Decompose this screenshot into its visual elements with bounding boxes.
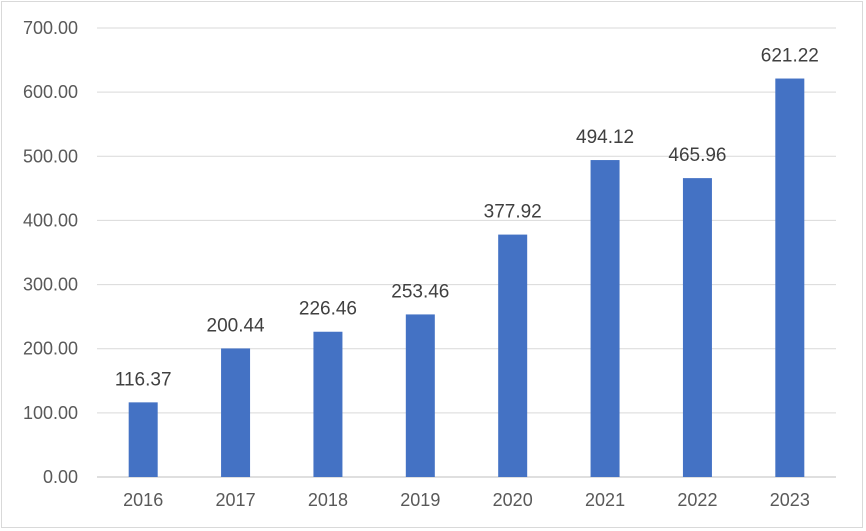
data-label-2018: 226.46 [299, 299, 357, 320]
bar-2017 [221, 348, 251, 477]
bar-2023 [775, 78, 805, 478]
y-tick-label: 200.00 [23, 339, 78, 359]
data-label-2021: 494.12 [576, 127, 634, 148]
x-tick-label-2022: 2022 [677, 490, 717, 510]
y-tick-label: 700.00 [23, 18, 78, 38]
y-tick-label: 500.00 [23, 146, 78, 166]
data-label-2017: 200.44 [207, 315, 266, 336]
bar-2019 [405, 314, 435, 477]
bar-2016 [128, 402, 158, 477]
y-tick-label: 400.00 [23, 210, 78, 230]
data-labels: 116.37 200.44 226.46 253.46 377.92 494.12 465.… [115, 46, 819, 391]
y-tick-label: 0.00 [43, 467, 78, 487]
y-tick-label: 300.00 [23, 275, 78, 295]
gridlines [97, 27, 836, 478]
x-tick-label-2023: 2023 [770, 490, 810, 510]
data-label-2016: 116.37 [115, 369, 172, 390]
bar-2022 [682, 178, 712, 478]
x-tick-label-2021: 2021 [585, 490, 625, 510]
data-label-2020: 377.92 [484, 202, 542, 223]
data-label-2019: 253.46 [391, 281, 449, 302]
x-tick-label-2016: 2016 [123, 490, 163, 510]
x-tick-label-2020: 2020 [493, 490, 533, 510]
x-tick-label-2018: 2018 [308, 490, 348, 510]
x-axis-tick-labels: 2016 2017 2018 2019 2020 2021 2022 2023 [123, 490, 810, 510]
y-tick-label: 600.00 [23, 82, 78, 102]
bar-2020 [498, 234, 528, 477]
bar-2021 [590, 160, 620, 477]
data-label-2023: 621.22 [761, 46, 819, 67]
x-tick-label-2017: 2017 [216, 490, 256, 510]
data-label-2022: 465.96 [668, 145, 726, 166]
bar-2018 [313, 331, 343, 477]
x-tick-label-2019: 2019 [400, 490, 440, 510]
y-tick-label: 100.00 [23, 403, 78, 423]
bars [128, 78, 805, 478]
y-axis-tick-labels: 0.00 100.00 200.00 300.00 400.00 500.00 600.00… [23, 18, 78, 487]
